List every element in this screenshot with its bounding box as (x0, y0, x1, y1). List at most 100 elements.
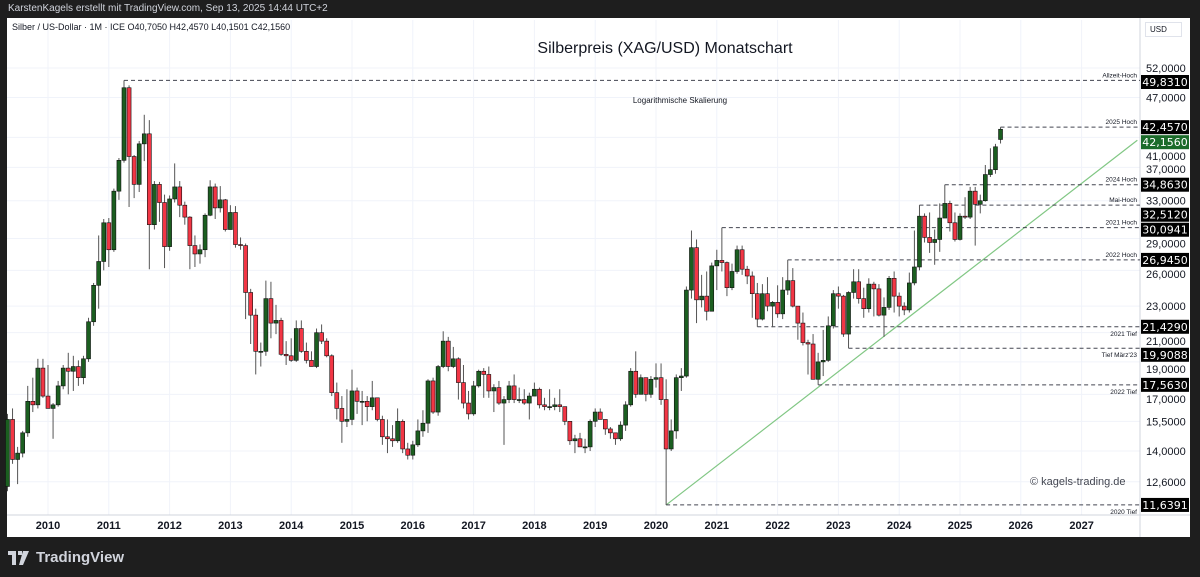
candle-up (293, 328, 299, 361)
candle-down (663, 399, 669, 450)
candle-up (20, 432, 25, 454)
candle-down (562, 406, 568, 422)
candle-down (922, 215, 927, 238)
candle-up (344, 419, 350, 422)
candle-up (217, 199, 223, 209)
level-name: 2024 Hoch (1106, 177, 1138, 184)
candle-down (334, 392, 340, 409)
candle-up (101, 222, 107, 262)
candle-down (567, 421, 573, 442)
candle-down (557, 404, 563, 407)
y-tick-label: 37,0000 (1146, 164, 1186, 176)
candle-up (942, 203, 948, 219)
candle-up (638, 377, 644, 395)
candle-down (354, 390, 360, 402)
candle-down (319, 332, 324, 342)
candle-up (618, 424, 623, 440)
candle-up (709, 265, 715, 312)
x-tick-label: 2015 (340, 520, 364, 532)
candle-up (35, 367, 41, 406)
candle-down (765, 293, 770, 307)
x-tick-label: 2013 (218, 520, 242, 532)
candle-down (131, 156, 137, 185)
candle-up (820, 360, 826, 363)
candle-up (25, 401, 31, 434)
candle-down (10, 419, 15, 460)
level-name: Mai-Hoch (1109, 197, 1137, 204)
candle-down (192, 245, 198, 255)
candle-down (496, 387, 502, 404)
candle-down (861, 298, 867, 309)
candle-up (349, 390, 355, 420)
candle-up (471, 385, 476, 415)
level-name: 2021 Tief (1110, 331, 1137, 338)
candle-up (506, 385, 512, 400)
candle-down (891, 277, 897, 297)
candle-up (648, 378, 654, 395)
candle-down (542, 404, 547, 407)
candle-down (755, 293, 760, 320)
candle-down (45, 395, 51, 409)
candle-up (689, 247, 694, 291)
level-price-label: 30,0941 (1142, 224, 1188, 237)
candle-up (988, 169, 993, 175)
level-price-tag (1141, 497, 1189, 512)
candle-up (15, 452, 20, 460)
candle-down (238, 244, 243, 246)
candle-up (866, 283, 872, 309)
level-name: Tief März'23 (1102, 352, 1138, 359)
candle-up (699, 295, 704, 301)
candle-up (714, 260, 720, 267)
level-price-label: 11,6391 (1142, 499, 1188, 512)
candle-up (415, 430, 421, 446)
y-tick-label: 47,0000 (1146, 93, 1186, 105)
candle-up (572, 438, 578, 442)
candle-up (491, 387, 497, 392)
candle-down (836, 293, 841, 297)
level-price-tag (1141, 177, 1189, 192)
candle-down (962, 215, 968, 218)
candle-down (385, 436, 390, 440)
level-price-label: 49,8310 (1142, 76, 1188, 89)
level-price-tag (1141, 207, 1189, 222)
candle-down (775, 302, 780, 315)
chart-panel[interactable] (7, 18, 1190, 537)
last-price-label: 42,1560 (1142, 136, 1188, 149)
candle-down (603, 419, 608, 430)
candle-up (258, 351, 264, 353)
candle-up (263, 298, 269, 352)
candle-up (547, 406, 552, 408)
x-tick-label: 2017 (461, 520, 485, 532)
candle-up (668, 430, 674, 450)
candle-up (121, 87, 127, 161)
y-tick-label: 33,0000 (1146, 196, 1186, 208)
candle-up (780, 289, 785, 315)
y-tick-label: 17,0000 (1146, 394, 1186, 406)
y-tick-label: 15,5000 (1146, 416, 1186, 428)
candle-down (856, 281, 861, 299)
candle-up (653, 377, 659, 380)
candle-down (445, 340, 451, 367)
level-price-tag (1141, 347, 1189, 362)
candle-down (901, 305, 907, 311)
x-tick-label: 2024 (887, 520, 912, 532)
x-tick-label: 2021 (705, 520, 729, 532)
candle-down (577, 438, 583, 448)
tradingview-logo-icon (8, 550, 29, 565)
candle-down (248, 292, 253, 316)
candle-down (212, 186, 218, 209)
candle-down (430, 380, 436, 413)
tradingview-logo[interactable]: TradingView (8, 549, 124, 566)
candle-up (592, 411, 598, 422)
candle-up (983, 174, 988, 202)
x-tick-label: 2012 (157, 520, 181, 532)
candle-up (451, 358, 456, 367)
candle-up (917, 215, 922, 268)
candle-down (106, 222, 112, 251)
currency-button[interactable]: USD (1145, 22, 1182, 37)
candle-down (299, 328, 304, 352)
x-tick-label: 2019 (583, 520, 607, 532)
level-price-tag (1141, 120, 1189, 135)
candle-down (486, 374, 492, 392)
